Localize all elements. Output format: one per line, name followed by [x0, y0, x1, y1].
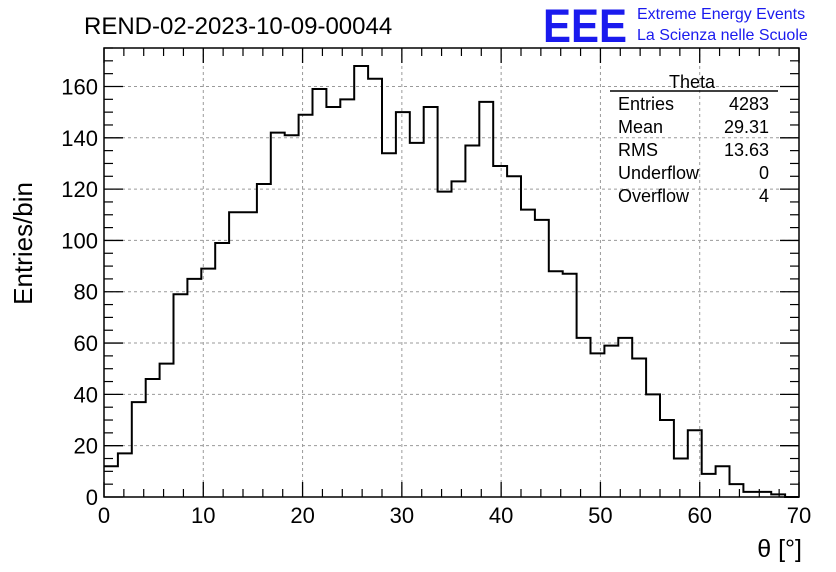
eee-logo: EEE Extreme Energy Events La Scienza nel…: [543, 0, 808, 52]
x-tick-label: 0: [98, 503, 110, 528]
stats-row-label: Mean: [618, 117, 663, 137]
x-tick-label: 60: [687, 503, 711, 528]
x-tick-label: 30: [390, 503, 414, 528]
stats-row-value: 4: [759, 186, 769, 206]
histogram-series: [104, 64, 799, 498]
y-tick-label: 40: [74, 382, 98, 407]
y-tick-label: 120: [61, 177, 98, 202]
y-axis-label: Entries/bin: [8, 182, 38, 305]
x-tick-label: 20: [290, 503, 314, 528]
stats-box: Theta Entries 4283 Mean 29.31 RMS 13.63 Underf…: [610, 72, 778, 206]
y-tick-label: 20: [74, 434, 98, 459]
stats-row-value: 29.31: [724, 117, 769, 137]
stats-title: Theta: [669, 72, 716, 92]
y-tick-label: 0: [86, 485, 98, 510]
x-tick-label: 10: [191, 503, 215, 528]
stats-row-label: RMS: [618, 140, 658, 160]
chart-title: REND-02-2023-10-09-00044: [84, 13, 392, 40]
x-tick-label: 70: [787, 503, 811, 528]
stats-row-label: Overflow: [618, 186, 690, 206]
x-tick-label: 40: [489, 503, 513, 528]
stats-row-value: 4283: [729, 94, 769, 114]
plot-frame: [103, 47, 800, 498]
stats-row-value: 0: [759, 163, 769, 183]
logo-mark: EEE: [543, 0, 627, 52]
y-tick-label: 60: [74, 331, 98, 356]
x-axis-label: θ [°]: [757, 535, 802, 563]
y-tick-label: 100: [61, 228, 98, 253]
stats-row-label: Underflow: [618, 163, 700, 183]
y-tick-label: 80: [74, 280, 98, 305]
x-tick-label: 50: [588, 503, 612, 528]
logo-line-2: La Scienza nelle Scuole: [637, 27, 808, 44]
logo-line-1: Extreme Energy Events: [637, 6, 805, 23]
stats-row-value: 13.63: [724, 140, 769, 160]
stats-row-label: Entries: [618, 94, 674, 114]
y-tick-label: 160: [61, 74, 98, 99]
grid-lines: [104, 48, 799, 497]
y-tick-label: 140: [61, 126, 98, 151]
